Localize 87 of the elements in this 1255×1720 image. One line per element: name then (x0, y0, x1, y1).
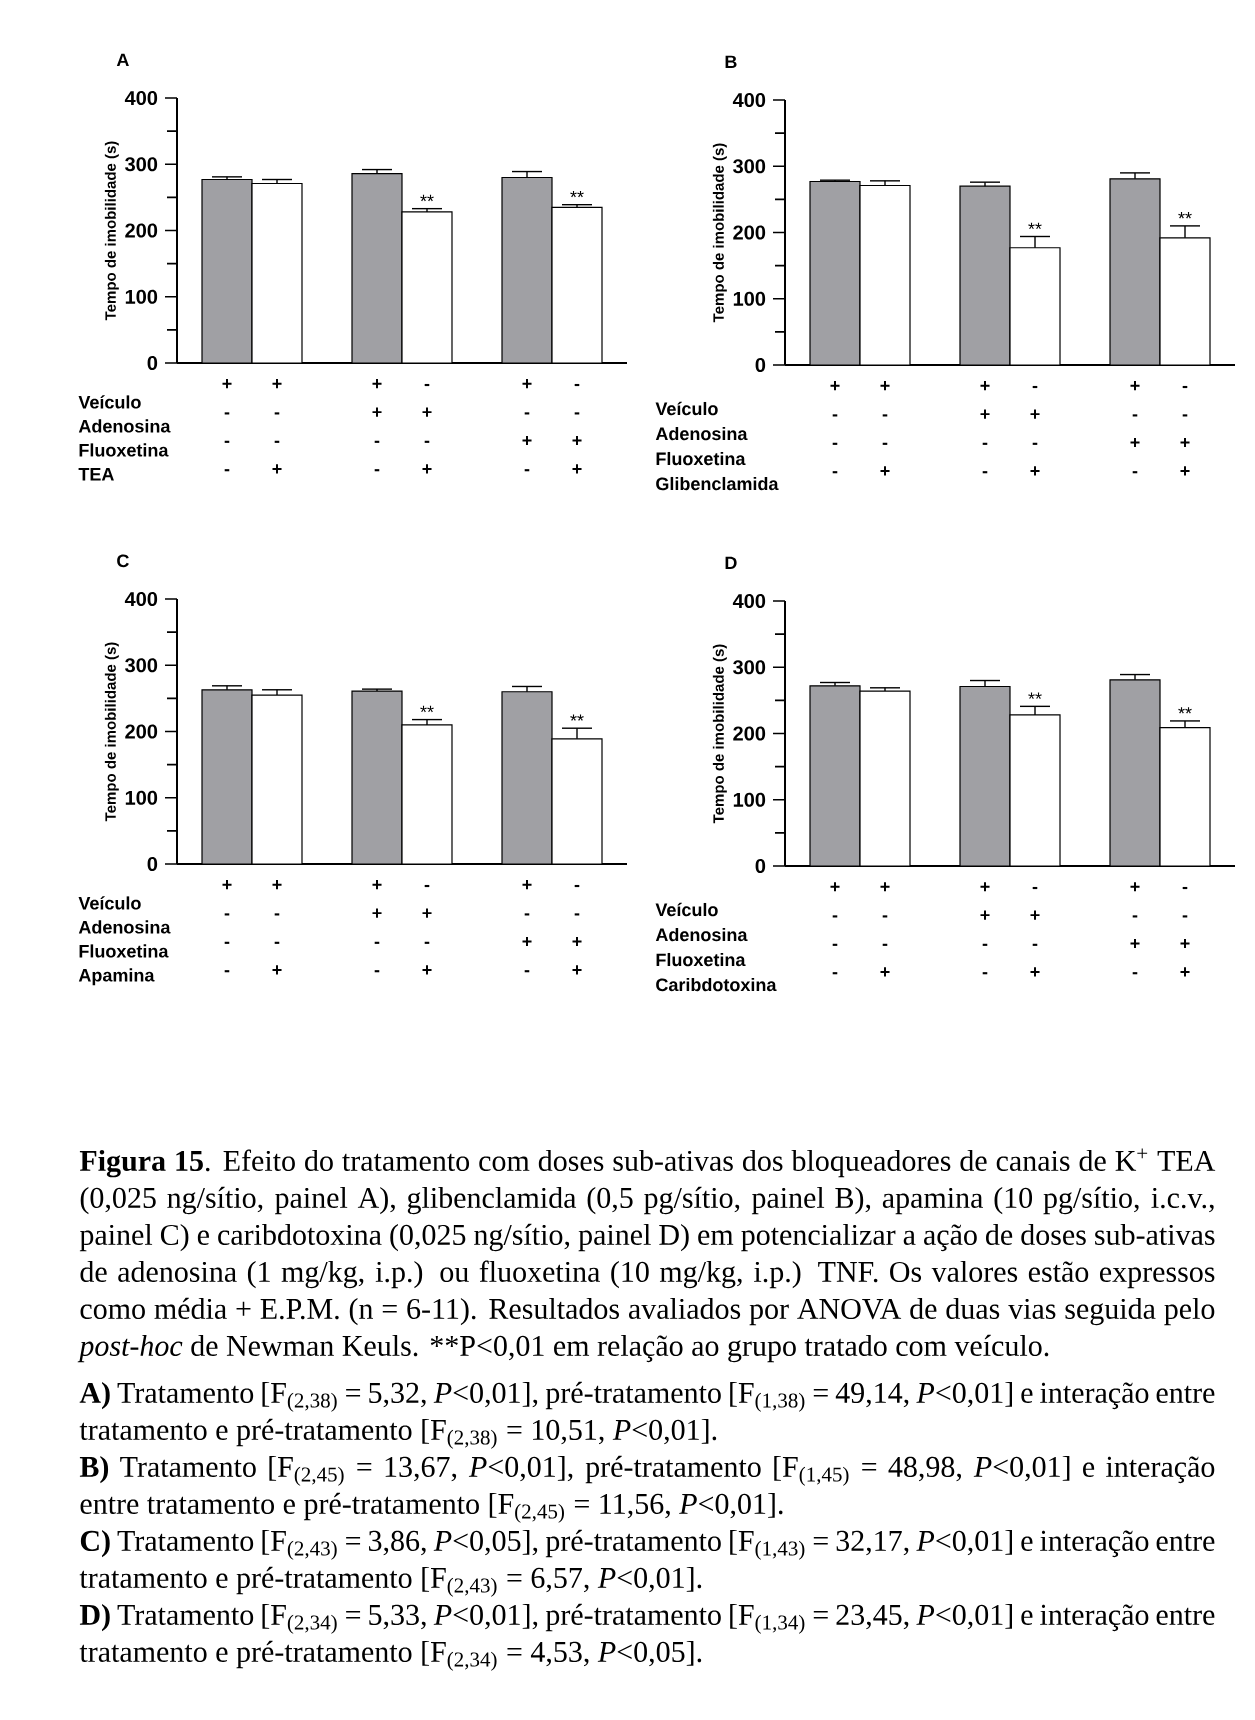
text: Figura 15. Efeito do tratamento com doses sub-ativas dos bloqueadores de canais de K$^{+}$ TEA (79, 1148, 1216, 1178)
data-label: ** (420, 705, 434, 713)
text: Fluoxetina (79, 944, 169, 958)
category-label: + - - - (830, 882, 840, 975)
y-tick-label: 300 (125, 157, 158, 172)
y-tick-label: 400 (124, 90, 158, 106)
text: B) Tratamento [F$_{(2,45)}$ = 13,67, P<0,01], pré-tratamento [F$_{(1,45)}$ = 48,98, P<0,01] e interação entre tratamento e pré-tratamento [F$_{(2,45)}$ = 11,56, P<0,01]. (79, 1455, 1215, 1523)
text: painel C) e caribdotoxina (0,025 ng/sítio, painel D) em potencializar a ação de doses sub-ativas (79, 1223, 1215, 1252)
chart-title: C (117, 554, 129, 568)
text: Veículo (78, 395, 141, 409)
y-tick-label: 200 (733, 726, 766, 741)
category-label: + - + - (1130, 882, 1140, 975)
data-label: ** (420, 194, 434, 202)
y-tick-label: 100 (125, 790, 158, 805)
category-label: - + - + (422, 884, 432, 975)
y-tick-label: 0 (147, 355, 158, 371)
category-label: + + - - (980, 882, 990, 975)
y-tick-label: 400 (124, 591, 158, 607)
category-label: + - - + (880, 381, 890, 476)
category-label: - - + + (572, 383, 582, 474)
text: Fluoxetina (79, 443, 169, 457)
text: C) Tratamento [F$_{(2,43)}$ = 3,86, P<0,05], pré-tratamento [F$_{(1,43)}$ = 32,17, P<0,01] e interação entre tratamento e pré-tratamento [F$_{(2,43)}$ = 6,57, P<0,01]. (79, 1529, 1215, 1597)
data-label: ** (1028, 222, 1042, 230)
category-label: - - + + (1180, 886, 1190, 977)
data-label: ** (570, 190, 584, 198)
category-label: + + - - (980, 381, 990, 474)
text: D) Tratamento [F$_{(2,34)}$ = 5,33, P<0,01], pré-tratamento [F$_{(1,34)}$ = 23,45, P<0,01] e interação entre tratamento e pré-tratamento [F$_{(2,34)}$ = 4,53, P<0,05]. (79, 1603, 1215, 1671)
text: Fluoxetina (656, 952, 746, 967)
text: de adenosina (1 mg/kg, i.p.) ou fluoxetina (10 mg/kg, i.p.) TNF. Os valores estão expressos (80, 1260, 1215, 1289)
y-tick-label: 300 (125, 658, 158, 673)
y-tick-label: 100 (733, 291, 766, 306)
data-label: ** (1178, 212, 1192, 219)
data-label: ** (1028, 692, 1042, 699)
y-tick-label: 400 (732, 593, 766, 609)
text: Glibenclamida (656, 476, 779, 491)
y-axis-title: Tempo de imobilidade (s) (104, 141, 119, 321)
category-label: - + - + (1030, 886, 1040, 977)
text: Apamina (78, 968, 155, 986)
category-label: + - - - (222, 379, 232, 472)
category-label: + - - + (880, 882, 890, 977)
y-tick-label: 100 (125, 289, 158, 304)
chart-title: A (116, 53, 129, 67)
text: Caribdotoxina (656, 977, 777, 992)
text: TEA (78, 468, 114, 481)
category-label: + + - - (372, 379, 382, 472)
text: Adenosina (78, 419, 171, 433)
text: Veículo (78, 896, 141, 910)
data-label: ** (570, 714, 584, 721)
category-label: - - + + (1180, 385, 1190, 476)
data-label: ** (1178, 707, 1192, 714)
category-label: + - + - (1130, 381, 1140, 474)
text: Veículo (655, 401, 718, 416)
y-tick-label: 0 (755, 357, 766, 373)
category-label: - + - + (1030, 385, 1040, 476)
chart-title: B (725, 55, 737, 69)
category-label: - + - + (422, 383, 432, 474)
y-tick-label: 0 (147, 856, 158, 872)
text: como média + E.P.M. (n = 6-11). Resultados avaliados por ANOVA de duas vias seguida pelo (80, 1297, 1215, 1326)
y-tick-label: 0 (755, 858, 766, 874)
y-tick-label: 400 (732, 92, 766, 108)
y-tick-label: 200 (125, 724, 158, 739)
text: Adenosina (655, 426, 748, 441)
category-label: + - + - (522, 880, 532, 973)
category-label: + + - - (372, 880, 382, 973)
category-label: + - - + (272, 880, 282, 975)
category-label: + - - + (272, 379, 282, 474)
text: Adenosina (78, 920, 171, 934)
y-tick-label: 300 (733, 660, 766, 675)
y-tick-label: 200 (733, 225, 766, 240)
category-label: + - - - (222, 880, 232, 973)
y-tick-label: 100 (733, 792, 766, 807)
text: (0,025 ng/sítio, painel A), glibenclamida (0,5 pg/sítio, painel B), apamina (10 pg/sítio, i.c.v., (80, 1186, 1214, 1215)
y-tick-label: 300 (733, 159, 766, 174)
y-axis-title: Tempo de imobilidade (s) (712, 143, 727, 323)
text: Fluoxetina (656, 451, 746, 466)
category-label: + - + - (522, 379, 532, 472)
chart-title: D (725, 556, 737, 570)
y-tick-label: 200 (125, 223, 158, 238)
text: Adenosina (655, 927, 748, 942)
y-axis-title: Tempo de imobilidade (s) (104, 642, 119, 822)
y-axis-title: Tempo de imobilidade (s) (712, 644, 727, 824)
text: Veículo (655, 902, 718, 917)
text: A) Tratamento [F$_{(2,38)}$ = 5,32, P<0,01], pré-tratamento [F$_{(1,38)}$ = 49,14, P<0,01] e interação entre tratamento e pré-tratamento [F$_{(2,38)}$ = 10,51, P<0,01]. (79, 1381, 1215, 1449)
text: post-hoc de Newman Keuls. (77, 1334, 418, 1363)
category-label: - - + + (572, 884, 582, 975)
text: **P<0,01 em relação ao grupo tratado com veículo. (430, 1334, 1049, 1363)
category-label: + - - - (830, 381, 840, 474)
